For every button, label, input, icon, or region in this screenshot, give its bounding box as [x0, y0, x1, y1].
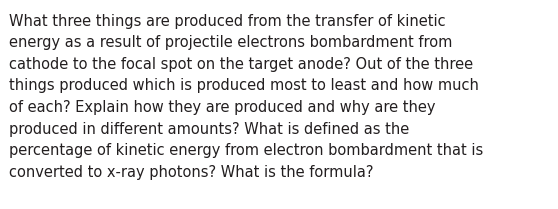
- Text: What three things are produced from the transfer of kinetic
energy as a result o: What three things are produced from the …: [9, 14, 483, 180]
